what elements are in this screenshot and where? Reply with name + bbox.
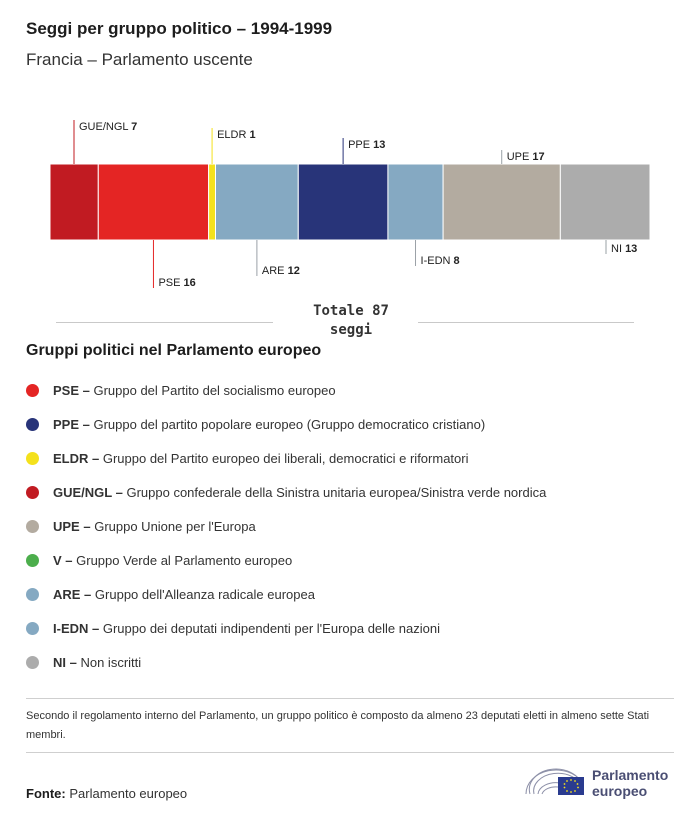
total-seats-line-1: Totale 87	[313, 303, 389, 319]
logo-line-1: Parlamento	[592, 767, 669, 783]
bar-label-ni: NI 13	[611, 243, 637, 255]
chart-title: Seggi per gruppo politico – 1994-1999	[26, 19, 333, 38]
legend-abbr: I-EDN –	[53, 620, 100, 636]
bar-label-eldr: ELDR 1	[217, 129, 256, 141]
logo-text: Parlamento europeo	[592, 767, 668, 799]
bar-label-i-edn: I-EDN 8	[421, 255, 460, 267]
total-seats: Totale 87 seggi	[56, 302, 634, 342]
legend-dot-ni	[26, 655, 39, 669]
legend-dot-ppe	[26, 417, 39, 431]
legend-desc: Non iscritti	[80, 654, 142, 670]
legend-dot-i-edn	[26, 621, 39, 635]
bar-label-gue-ngl: GUE/NGL 7	[79, 121, 137, 133]
bar-label-are: ARE 12	[262, 265, 300, 277]
legend-desc: Gruppo dei deputati indipendenti per l'E…	[102, 620, 440, 636]
legend-dot-gue-ngl	[26, 485, 39, 499]
stacked-bar-chart: GUE/NGL 7 PSE 16 ELDR 1 ARE 12 PPE 13 I-EDN 8…	[49, 120, 651, 289]
footnote: Secondo il regolamento interno del Parla…	[26, 710, 650, 741]
legend-abbr: PPE –	[53, 416, 90, 432]
source: Fonte: Parlamento europeo	[26, 786, 187, 801]
legend: PSE – Gruppo del Partito del socialismo …	[26, 373, 546, 679]
legend-desc: Gruppo del Partito europeo dei liberali,…	[102, 450, 469, 466]
legend-dot-eldr	[26, 451, 39, 465]
legend-item: GUE/NGL – Gruppo confederale della Sinis…	[26, 475, 546, 509]
legend-item: ARE – Gruppo dell'Alleanza radicale euro…	[26, 577, 546, 611]
total-divider-left	[56, 322, 273, 323]
hemicycle-icon	[525, 768, 584, 795]
bar-label-pse: PSE 16	[158, 277, 195, 289]
bar-label-ppe: PPE 13	[348, 139, 385, 151]
legend-abbr: V –	[53, 552, 73, 568]
legend-item: UPE – Gruppo Unione per l'Europa	[26, 509, 546, 543]
legend-title: Gruppi politici nel Parlamento europeo	[26, 342, 322, 359]
bar-segment-are	[215, 163, 299, 241]
bar-segment-i-edn	[387, 163, 444, 241]
bar-segment-eldr	[208, 163, 217, 241]
legend-dot-are	[26, 587, 39, 601]
legend-abbr: GUE/NGL –	[53, 484, 123, 500]
chart-subtitle: Francia – Parlamento uscente	[26, 50, 253, 69]
legend-desc: Gruppo dell'Alleanza radicale europea	[94, 586, 315, 602]
total-divider-right	[418, 322, 634, 323]
legend-abbr: ARE –	[53, 586, 92, 602]
bar-segment-ni	[559, 163, 651, 241]
divider-top	[26, 698, 674, 699]
legend-abbr: NI –	[53, 654, 77, 670]
legend-item: PSE – Gruppo del Partito del socialismo …	[26, 373, 546, 407]
legend-item: V – Gruppo Verde al Parlamento europeo	[26, 543, 546, 577]
bar-segment-upe	[442, 163, 561, 241]
legend-dot-pse	[26, 383, 39, 397]
legend-desc: Gruppo Verde al Parlamento europeo	[76, 552, 293, 568]
bar-label-upe: UPE 17	[507, 151, 545, 163]
legend-desc: Gruppo Unione per l'Europa	[94, 518, 256, 534]
legend-dot-v	[26, 553, 39, 567]
bar-segment-pse	[97, 163, 210, 241]
source-label: Fonte:	[26, 786, 66, 801]
european-parliament-logo: Parlamento europeo	[520, 760, 680, 804]
total-seats-label: Totale 87 seggi	[284, 302, 418, 340]
divider-bottom	[26, 752, 674, 753]
logo-line-2: europeo	[592, 783, 648, 799]
source-value: Parlamento europeo	[69, 786, 188, 801]
legend-abbr: PSE –	[53, 382, 90, 398]
bar-segment-ppe	[297, 163, 389, 241]
legend-item: PPE – Gruppo del partito popolare europe…	[26, 407, 546, 441]
legend-desc: Gruppo del Partito del socialismo europe…	[93, 382, 336, 398]
bar-segment-gue-ngl	[49, 163, 99, 241]
legend-item: NI – Non iscritti	[26, 645, 546, 679]
legend-item: ELDR – Gruppo del Partito europeo dei li…	[26, 441, 546, 475]
legend-item: I-EDN – Gruppo dei deputati indipendenti…	[26, 611, 546, 645]
legend-abbr: ELDR –	[53, 450, 100, 466]
legend-desc: Gruppo del partito popolare europeo (Gru…	[93, 416, 486, 432]
legend-abbr: UPE –	[53, 518, 91, 534]
legend-dot-upe	[26, 519, 39, 533]
legend-desc: Gruppo confederale della Sinistra unitar…	[126, 484, 547, 500]
total-seats-line-2: seggi	[329, 322, 373, 338]
